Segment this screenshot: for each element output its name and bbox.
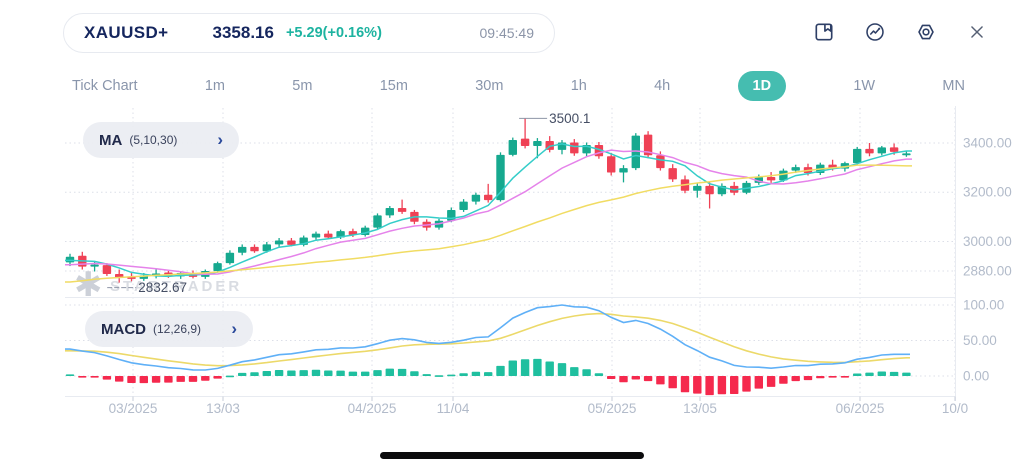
date-axis-label: 10/0 [942,401,968,416]
current-price: 3358.16 [212,23,274,42]
ma-lines [65,143,912,283]
date-axis-label: 04/2025 [348,401,397,416]
timeframe-5m[interactable]: 5m [292,78,313,94]
high-price-label: 3500.1 [549,111,590,126]
ma-label: MA [99,131,123,149]
header-toolbar [813,21,988,43]
settings-icon-glyph [918,24,934,40]
timeframe-4h[interactable]: 4h [654,78,671,94]
timeframe-30m[interactable]: 30m [475,78,504,94]
chart-canvas[interactable]: ✱ STARTRADER 3500.1 2832.67 3400.00 3200.00 30… [0,100,1024,435]
macd-lines [65,304,910,371]
macd-axis-label: 50.00 [963,333,997,348]
axes: 3400.00 3200.00 3000.00 2880.00 100.00 50.00 0… [65,106,1012,416]
date-axis-label: 13/03 [206,401,240,416]
price-axis-label: 3000.00 [963,234,1012,249]
price-change: +5.29(+0.16%) [285,25,382,41]
ma5-line [65,143,912,278]
indicator-icon[interactable] [864,21,886,43]
price-axis-label: 2880.00 [963,264,1012,279]
price-axis-label: 3200.00 [963,185,1012,200]
ma-indicator-button[interactable]: MA (5,10,30) › [83,122,239,158]
price-axis-label: 3400.00 [963,136,1012,151]
date-axis-label: 03/2025 [109,401,158,416]
close-icon[interactable] [966,21,988,43]
server-time: 09:45:49 [479,25,535,41]
watermark-star-icon: ✱ [74,266,103,304]
close-icon-glyph [971,26,983,38]
ma30-line [65,164,912,283]
macd-indicator-button[interactable]: MACD (12,26,9) › [85,311,253,347]
date-axis-label: 05/2025 [588,401,637,416]
save-icon[interactable] [813,21,835,43]
low-price-label: 2832.67 [138,280,187,295]
timeframe-15m[interactable]: 15m [379,78,408,94]
macd-signal-line [65,312,910,367]
date-axis-label: 13/05 [683,401,717,416]
settings-icon[interactable] [915,21,937,43]
timeframe-bar: Tick Chart 1m 5m 15m 30m 1h 4h 1D 1W MN [72,70,965,102]
price-annotations: 3500.1 2832.67 [107,111,590,295]
macd-params: (12,26,9) [153,322,202,336]
chevron-right-icon: › [231,318,237,338]
svg-text:STARTRADER: STARTRADER [110,278,242,295]
timeframe-tick-chart[interactable]: Tick Chart [72,78,138,94]
ma10-line [65,149,912,275]
timeframe-mn[interactable]: MN [942,78,965,94]
timeframe-1w[interactable]: 1W [853,78,876,94]
timeframe-1h[interactable]: 1h [570,78,587,94]
chevron-right-icon: › [217,129,223,149]
date-axis-label: 11/04 [437,401,470,416]
macd-label: MACD [101,320,146,338]
date-axis-label: 06/2025 [836,401,885,416]
macd-histogram [65,358,911,396]
symbol-name: XAUUSD+ [84,23,169,42]
symbol-header-pill[interactable]: XAUUSD+ 3358.16 +5.29(+0.16%) 09:45:49 [63,13,555,53]
macd-axis-label: 0.00 [963,369,989,384]
save-icon-glyph [815,23,833,41]
timeframe-1m[interactable]: 1m [204,78,225,94]
macd-axis-label: 100.00 [963,298,1004,313]
macd-line [65,304,910,371]
timeframe-1d[interactable]: 1D [737,71,787,101]
home-indicator[interactable] [380,452,644,459]
ma-params: (5,10,30) [129,133,178,147]
indicator-icon-glyph [866,23,884,41]
